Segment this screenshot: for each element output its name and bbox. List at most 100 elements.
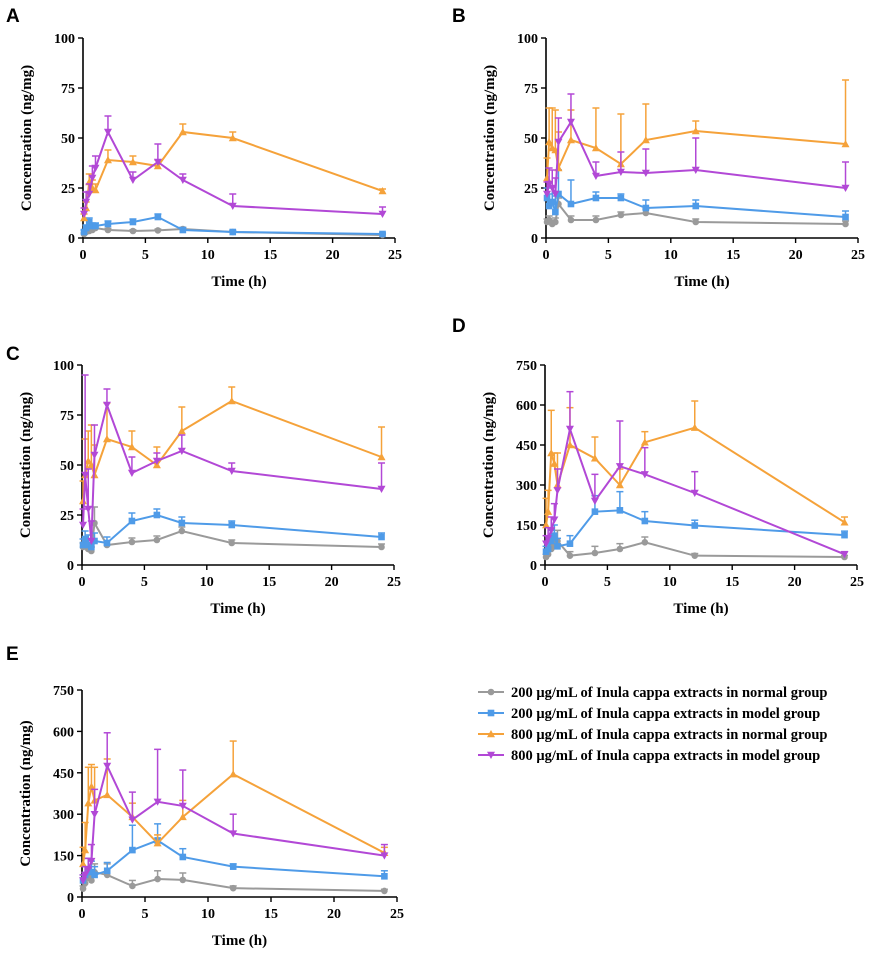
data-point — [90, 451, 99, 459]
y-tick-label: 450 — [53, 767, 74, 782]
data-point — [691, 552, 699, 559]
data-point — [547, 449, 556, 457]
legend-marker — [487, 730, 495, 738]
data-point — [88, 174, 97, 182]
data-point — [127, 469, 136, 477]
data-point — [153, 511, 161, 519]
data-point — [153, 798, 162, 806]
series-square — [80, 213, 387, 238]
data-point — [154, 227, 162, 234]
data-point — [103, 867, 111, 875]
data-point — [379, 230, 386, 238]
data-point — [128, 517, 136, 525]
data-point — [640, 471, 649, 479]
x-tick-label: 5 — [605, 248, 612, 263]
legend-item: 200 μg/mL of Inula cappa extracts in nor… — [478, 685, 828, 701]
series-line — [545, 509, 845, 553]
x-tick-label: 0 — [80, 248, 87, 263]
data-point — [82, 224, 90, 232]
x-axis-title: Time (h) — [674, 274, 729, 290]
y-tick-label: 100 — [517, 32, 538, 47]
x-tick-label: 10 — [201, 907, 215, 922]
data-point — [565, 441, 574, 449]
data-point — [378, 543, 385, 551]
data-point — [103, 539, 111, 547]
series-line — [82, 399, 382, 502]
y-tick-label: 75 — [61, 82, 75, 97]
series-triangle-down — [542, 390, 849, 559]
data-point — [80, 228, 88, 236]
data-point — [551, 532, 558, 539]
data-point — [378, 210, 387, 218]
data-point — [178, 527, 186, 535]
data-point — [229, 228, 237, 236]
series-line — [82, 839, 385, 881]
x-tick-label: 25 — [388, 248, 402, 263]
data-point — [842, 213, 849, 221]
series-triangle-down — [80, 115, 387, 218]
data-point — [128, 158, 137, 166]
data-point — [91, 537, 98, 545]
y-axis-title: Concentration (ng/mg) — [481, 392, 497, 538]
x-tick-label: 25 — [387, 575, 401, 590]
data-point — [91, 871, 98, 879]
series-square — [543, 169, 850, 221]
x-tick-label: 20 — [788, 575, 802, 590]
y-tick-label: 0 — [530, 559, 537, 574]
y-tick-label: 0 — [68, 232, 75, 247]
data-point — [88, 877, 95, 884]
data-point — [544, 545, 552, 553]
y-tick-label: 25 — [61, 182, 75, 197]
data-point — [381, 887, 388, 895]
data-point — [79, 541, 87, 549]
data-point — [542, 521, 551, 529]
data-point — [548, 198, 556, 206]
data-point — [177, 447, 186, 455]
x-tick-label: 0 — [79, 907, 86, 922]
x-tick-label: 0 — [543, 248, 550, 263]
y-tick-label: 0 — [67, 891, 74, 906]
y-tick-label: 50 — [60, 459, 74, 474]
data-point — [841, 531, 848, 539]
data-point — [542, 540, 551, 548]
data-point — [88, 543, 95, 551]
data-point — [90, 811, 99, 819]
data-point — [153, 839, 162, 847]
data-point — [692, 218, 700, 226]
data-point — [80, 210, 89, 218]
data-point — [545, 138, 554, 146]
data-point — [842, 220, 849, 228]
data-point — [179, 853, 187, 861]
legend-item: 800 μg/mL of Inula cappa extracts in mod… — [478, 748, 820, 764]
data-point — [591, 172, 600, 180]
x-tick-label: 10 — [200, 575, 214, 590]
data-point — [616, 507, 624, 514]
data-point — [565, 425, 574, 433]
data-point — [641, 517, 649, 525]
x-tick-label: 15 — [725, 575, 739, 590]
y-axis-title: Concentration (ng/mg) — [482, 65, 498, 211]
data-point — [566, 552, 574, 559]
y-tick-label: 75 — [60, 409, 74, 424]
x-tick-label: 5 — [142, 248, 149, 263]
data-point — [85, 190, 94, 198]
data-point — [691, 166, 700, 174]
x-tick-label: 5 — [604, 575, 611, 590]
data-point — [592, 194, 600, 202]
data-point — [179, 876, 187, 884]
legend-item: 800 μg/mL of Inula cappa extracts in nor… — [478, 727, 828, 743]
data-point — [550, 516, 559, 524]
data-point — [129, 846, 136, 854]
panel-letter: C — [6, 344, 20, 365]
data-point — [154, 213, 162, 221]
x-tick-label: 10 — [664, 248, 678, 263]
data-point — [227, 467, 236, 475]
data-point — [567, 216, 575, 224]
data-point — [641, 136, 650, 144]
data-point — [178, 519, 186, 527]
data-point — [378, 187, 387, 195]
data-point — [153, 536, 161, 544]
data-point — [177, 427, 186, 435]
data-point — [690, 423, 699, 431]
